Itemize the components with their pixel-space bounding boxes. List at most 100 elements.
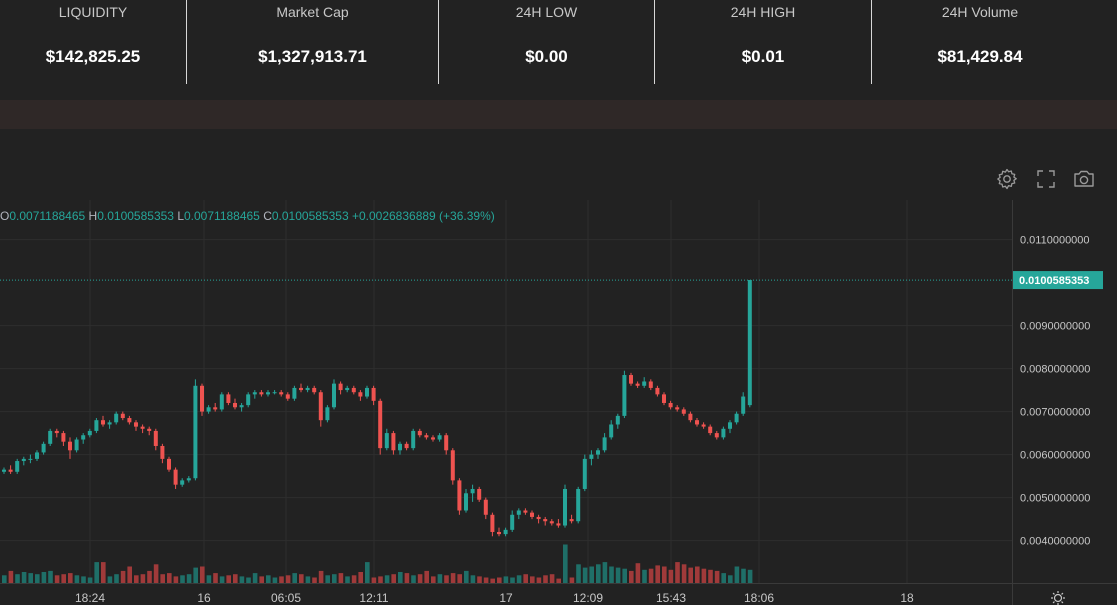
x-tick-label: 12:11 [359,591,388,605]
volume-bar [365,562,370,583]
low-label: L [177,209,184,223]
candle-body [272,392,277,394]
volume-bar [74,575,80,583]
candle-body [233,402,237,408]
candle-body [602,437,607,451]
candle-body [516,510,521,515]
volume-bar [543,575,548,583]
candle-body [543,519,548,522]
candle-body [285,394,290,399]
x-tick-label: 18:24 [75,591,105,605]
volume-bar [662,566,667,583]
candle-body [378,400,383,449]
candle-body [28,458,33,460]
volume-bar [530,576,535,583]
low-value: 0.0071188465 [184,209,260,223]
high-value: 0.0100585353 [97,209,174,223]
candle-body [450,450,455,481]
candle-body [477,488,482,500]
volume-bar [622,568,627,583]
close-label: C [263,209,272,223]
candlestick-chart[interactable]: 0.0110000000 0.0090000000 0.0080000000 0.00… [0,200,1117,605]
volume-bar [167,573,172,583]
candle-body [246,394,251,406]
volume-bar [549,574,555,583]
volume-bar [35,574,40,583]
volume-bar [292,573,297,583]
candle-body [728,422,732,429]
volume-bar [648,568,654,583]
candle-body [662,394,666,403]
fullscreen-icon[interactable] [1034,167,1058,191]
volume-bar [490,578,495,583]
x-tick-label: 18:06 [744,591,774,605]
volume-bar [642,569,647,583]
candle-body [556,523,561,526]
volume-bar [424,570,429,583]
volume-bar [299,574,304,583]
volume-bar [61,574,66,583]
volume-bar [688,567,693,583]
stat-label: 24H HIGH [730,4,796,20]
volume-bar [404,573,410,583]
volume-bar [134,575,139,583]
last-price-badge [1013,271,1103,290]
camera-icon[interactable] [1072,167,1096,191]
volume-bar [345,576,350,583]
candle-body [648,381,653,388]
volume-bar [140,574,146,583]
candle-body [582,458,587,489]
volume-bar [635,563,641,583]
candle-body [94,420,99,431]
candle-body [259,392,264,395]
volume-bar [101,562,106,583]
stat-market-cap: Market Cap $1,327,913.71 [187,0,438,84]
candle-body [153,430,158,446]
last-price-label: 0.0100585353 [1019,275,1089,287]
candle-body [35,452,39,459]
volume-bar [609,566,614,583]
candle-body [2,469,6,472]
candle-body [147,428,152,431]
divider [438,0,439,84]
volume-bar [701,568,707,583]
stat-24h-high: 24H HIGH $0.01 [655,0,871,84]
candle-body [8,469,13,472]
volume-bar [285,575,291,583]
candle-body [734,413,739,423]
candle-body [279,392,284,395]
volume-bar [305,576,311,583]
candle-body [576,488,581,522]
y-tick-label: 0.0060000000 [1020,450,1090,462]
volume-bar [312,577,317,583]
candle-body [701,424,706,427]
candle-body [68,441,72,451]
volume-bar [2,575,7,583]
divider [654,0,655,84]
candle-body [134,422,138,427]
volume-bar [180,575,185,583]
timezone-settings-icon[interactable] [1051,591,1065,605]
volume-bar [15,574,20,583]
volume-bar [147,570,152,583]
volume-bar [444,575,449,583]
candle-body [299,387,303,391]
candle-body [569,519,574,522]
candle-body [325,407,330,421]
candle-body [464,493,468,511]
candle-body [21,458,26,462]
volume-bar [41,572,47,583]
candle-body [160,445,165,459]
candle-body [510,514,515,530]
stats-bar: LIQUIDITY $142,825.25 Market Cap $1,327,… [0,0,1117,100]
volume-bar [411,575,416,583]
candle-body [292,387,297,399]
candle-body [54,430,59,434]
volume-bar [160,574,165,583]
change-value: +0.0026836889 (+36.39%) [351,209,495,223]
gear-icon[interactable] [995,167,1019,191]
volume-bar [695,566,700,583]
candle-body [615,415,620,425]
volume-bar [186,574,192,583]
candle-body [266,392,270,395]
